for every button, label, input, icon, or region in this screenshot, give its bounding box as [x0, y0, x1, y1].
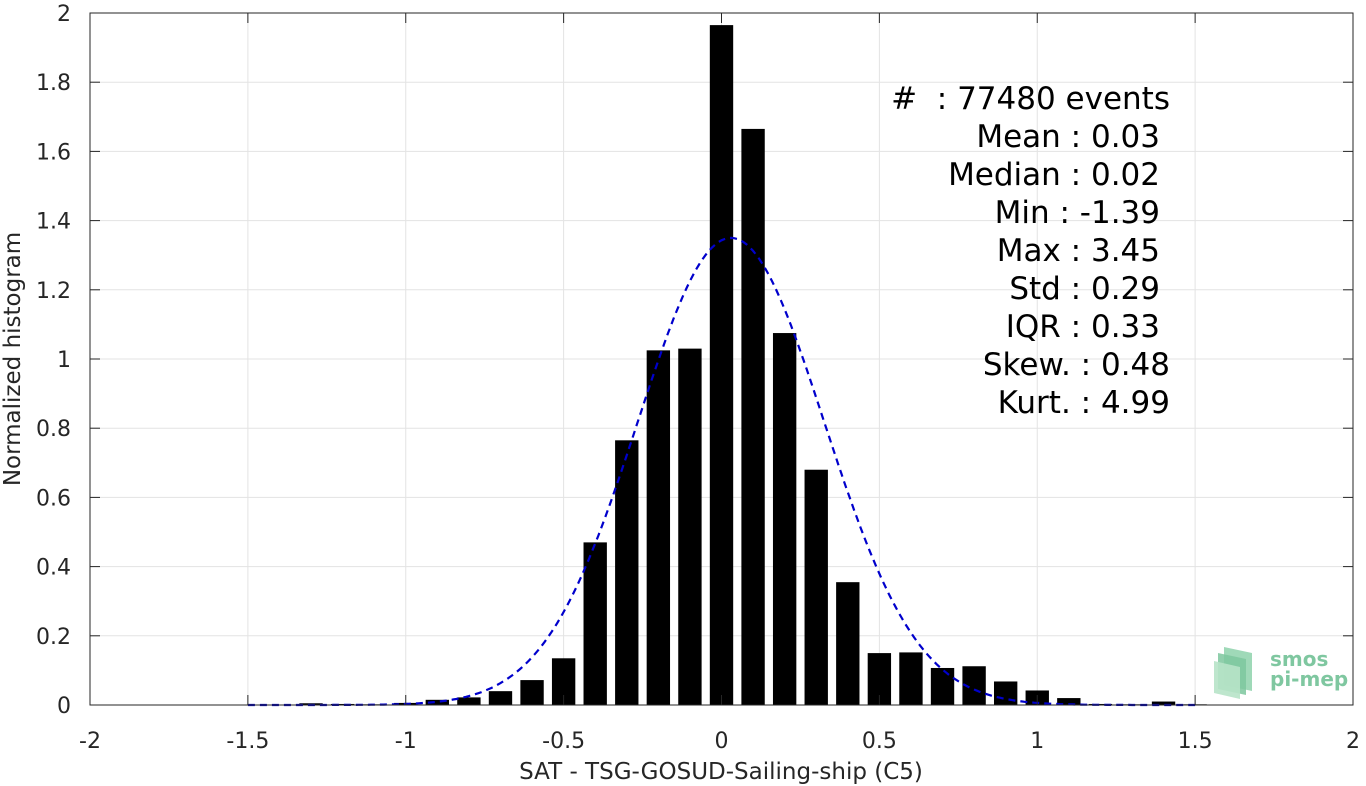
x-tick-label: 0.5 [862, 729, 897, 754]
stat-kurt: Kurt. : 4.99 [997, 385, 1170, 421]
y-tick-label: 1.6 [36, 140, 71, 165]
histogram-bar [551, 658, 576, 705]
y-tick-label: 0.4 [36, 556, 71, 581]
y-tick-labels: 0 0.2 0.4 0.6 0.8 1 1.2 1.4 1.6 1.8 2 [36, 2, 71, 719]
histogram-bar [741, 128, 765, 705]
statistics-box: # : 77480 events Mean : 0.03 Median : 0.… [860, 80, 1170, 422]
x-tick-label: 0 [715, 729, 729, 754]
histogram-bars [299, 25, 1207, 706]
stat-count: # : 77480 events [891, 81, 1170, 117]
histogram-bar [615, 440, 639, 705]
histogram-bar [583, 542, 607, 705]
histogram-bar [836, 582, 860, 705]
stat-std: Std : 0.29 [1009, 271, 1160, 307]
x-tick-label: 1.5 [1178, 729, 1213, 754]
histogram-bar [709, 25, 734, 706]
x-tick-labels: -2 -1.5 -1 -0.5 0 0.5 1 1.5 2 [79, 729, 1360, 754]
histogram-bar [1057, 698, 1081, 705]
histogram-bar [330, 703, 355, 705]
y-axis-label: Normalized histogram [0, 232, 26, 486]
histogram-bar [1151, 701, 1176, 705]
logo-emblem-icon [1214, 647, 1252, 699]
histogram-bar [488, 691, 513, 705]
histogram-bar [425, 699, 450, 705]
x-tick-label: -1 [395, 729, 417, 754]
histogram-bar [899, 652, 923, 705]
x-tick-label: 1 [1030, 729, 1044, 754]
logo-line2: pi-mep [1270, 667, 1349, 691]
histogram-bar [930, 667, 955, 705]
histogram-bar [520, 680, 544, 705]
histogram-bar [804, 469, 828, 705]
smos-pimep-logo: smos pi-mep [1212, 643, 1352, 699]
x-axis-label: SAT - TSG-GOSUD-Sailing-ship (C5) [519, 759, 923, 785]
plot-axes [89, 12, 1354, 706]
x-tick-label: -2 [79, 729, 101, 754]
y-tick-label: 0 [57, 694, 71, 719]
stat-max: Max : 3.45 [996, 233, 1160, 269]
histogram-bar [962, 666, 986, 705]
histogram-bar [457, 697, 481, 705]
stat-iqr: IQR : 0.33 [1005, 309, 1160, 345]
histogram-bar [678, 348, 702, 705]
y-tick-label: 1.2 [36, 279, 71, 304]
stat-skew: Skew. : 0.48 [982, 347, 1170, 383]
y-tick-label: 1 [57, 348, 71, 373]
x-tick-label: 2 [1346, 729, 1360, 754]
histogram-bar [867, 653, 892, 705]
y-tick-label: 0.8 [36, 417, 71, 442]
y-tick-label: 0.2 [36, 625, 71, 650]
x-tick-label: -0.5 [542, 729, 585, 754]
histogram-bar [1088, 703, 1113, 705]
y-tick-label: 2 [57, 2, 71, 27]
histogram-bar [772, 333, 797, 705]
y-tick-label: 1.8 [36, 71, 71, 96]
logo-line1: smos [1270, 647, 1329, 671]
stat-median: Median : 0.02 [948, 157, 1160, 193]
histogram-bar [646, 350, 671, 705]
stat-mean: Mean : 0.03 [976, 119, 1160, 155]
y-tick-label: 1.4 [36, 210, 71, 235]
y-tick-label: 0.6 [36, 486, 71, 511]
x-tick-label: -1.5 [226, 729, 269, 754]
stat-min: Min : -1.39 [994, 195, 1160, 231]
